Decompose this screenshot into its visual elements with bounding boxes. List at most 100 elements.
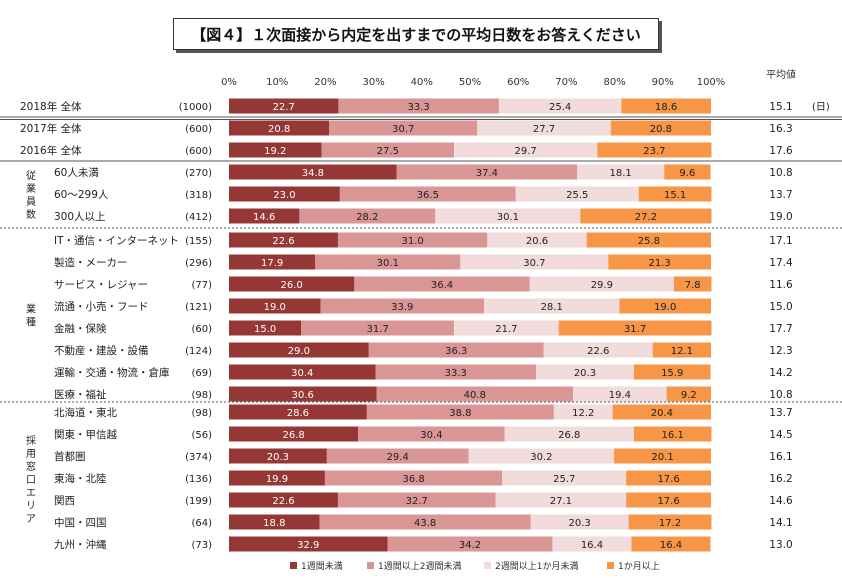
row-label: 60人未満 <box>54 167 99 179</box>
group-label-char: 業 <box>26 303 36 316</box>
bar-segment <box>664 164 711 180</box>
bar-segment <box>652 342 711 358</box>
data-label: 29.0 <box>288 346 310 357</box>
row-count: (73) <box>191 540 212 551</box>
row-label: 医療・福祉 <box>54 388 107 401</box>
data-label: 18.6 <box>655 102 677 113</box>
data-label: 36.3 <box>445 346 467 357</box>
bar-segment <box>299 208 436 224</box>
bar-segment <box>229 320 302 336</box>
row-label: IT・通信・インターネット <box>54 235 179 247</box>
group-label-char: 口 <box>26 475 36 486</box>
bar-segment <box>435 208 581 224</box>
avg-value: 14.5 <box>769 429 792 441</box>
bar-segment <box>558 320 712 336</box>
bar-segment <box>487 232 587 248</box>
data-label: 33.3 <box>408 102 430 113</box>
data-label: 20.6 <box>526 236 548 247</box>
legend-swatch <box>367 562 374 569</box>
row-label: 製造・メーカー <box>54 256 128 269</box>
row-count: (56) <box>191 430 212 441</box>
bar-segment <box>495 492 627 508</box>
row-label: 2016年 全体 <box>20 144 82 157</box>
bar-segment <box>229 232 338 248</box>
group-label-char: 種 <box>26 316 36 329</box>
legend-label: 1週間未満 <box>301 560 343 572</box>
avg-value: 13.7 <box>769 189 792 201</box>
bar-segment <box>673 276 712 292</box>
avg-value: 17.4 <box>769 257 793 269</box>
data-label: 30.1 <box>497 212 519 223</box>
data-label: 20.8 <box>650 124 672 135</box>
data-label: 29.4 <box>387 452 409 463</box>
data-label: 28.2 <box>356 212 378 223</box>
avg-value: 14.6 <box>769 495 793 507</box>
data-label: 22.6 <box>587 346 609 357</box>
bar-segment <box>368 342 544 358</box>
bar-segment <box>376 386 574 402</box>
bar-segment <box>577 164 665 180</box>
avg-value: 12.3 <box>769 345 792 357</box>
row-count: (121) <box>185 302 212 313</box>
bar-segment <box>498 98 622 114</box>
bar-segment <box>229 254 316 270</box>
bar-segment <box>229 536 388 552</box>
row-count: (98) <box>191 390 212 401</box>
data-label: 26.0 <box>281 280 303 291</box>
group-label-char: 従 <box>26 169 36 182</box>
bar-segment <box>580 208 712 224</box>
bar-segment <box>483 298 620 314</box>
row-label: 北海道・東北 <box>54 406 117 419</box>
bar-segment <box>536 364 634 380</box>
bar-segment <box>229 426 359 442</box>
data-label: 31.7 <box>624 324 646 335</box>
data-label: 32.9 <box>297 540 319 551</box>
data-label: 21.3 <box>649 258 671 269</box>
data-label: 30.4 <box>420 430 442 441</box>
data-label: 26.8 <box>282 430 304 441</box>
data-label: 20.1 <box>651 452 673 463</box>
bar-segment <box>612 404 711 420</box>
data-label: 38.8 <box>449 408 471 419</box>
bar-segment <box>229 386 377 402</box>
data-label: 28.6 <box>287 408 309 419</box>
avg-value: 16.2 <box>769 473 792 485</box>
data-label: 16.1 <box>662 430 684 441</box>
bar-segment <box>396 164 578 180</box>
data-label: 22.6 <box>272 496 294 507</box>
data-label: 14.6 <box>253 212 275 223</box>
bar-segment <box>229 448 327 464</box>
bar-segment <box>626 470 711 486</box>
row-count: (296) <box>185 258 212 269</box>
group-label-char: 業 <box>26 182 36 195</box>
bar-segment <box>628 514 712 530</box>
data-label: 27.1 <box>550 496 572 507</box>
bar-segment <box>633 426 712 442</box>
data-label: 15.1 <box>664 190 686 201</box>
row-label: 60～299人 <box>54 189 109 201</box>
avg-value: 15.1 <box>769 101 792 113</box>
data-label: 20.3 <box>267 452 289 463</box>
bar-segment <box>229 142 322 158</box>
bar-segment <box>315 254 461 270</box>
row-label: 運輸・交通・物流・倉庫 <box>54 366 170 379</box>
bar-segment <box>229 120 330 136</box>
bar-segment <box>614 448 711 464</box>
bar-segment <box>321 142 455 158</box>
data-label: 20.4 <box>651 408 673 419</box>
bar-segment <box>619 298 711 314</box>
data-label: 30.7 <box>523 258 545 269</box>
row-count: (318) <box>185 190 212 201</box>
bar-segment <box>229 492 338 508</box>
data-label: 30.7 <box>392 124 414 135</box>
data-label: 19.0 <box>264 302 286 313</box>
bar-segment <box>326 448 469 464</box>
avg-value: 14.1 <box>769 517 792 529</box>
legend-label: 2週間以上1か月未満 <box>495 560 578 572</box>
data-label: 30.1 <box>377 258 399 269</box>
data-label: 30.6 <box>292 390 314 401</box>
bar-segment <box>387 536 553 552</box>
x-tick-label: 10% <box>266 77 288 88</box>
data-label: 17.2 <box>659 518 681 529</box>
avg-value: 13.0 <box>769 539 792 551</box>
